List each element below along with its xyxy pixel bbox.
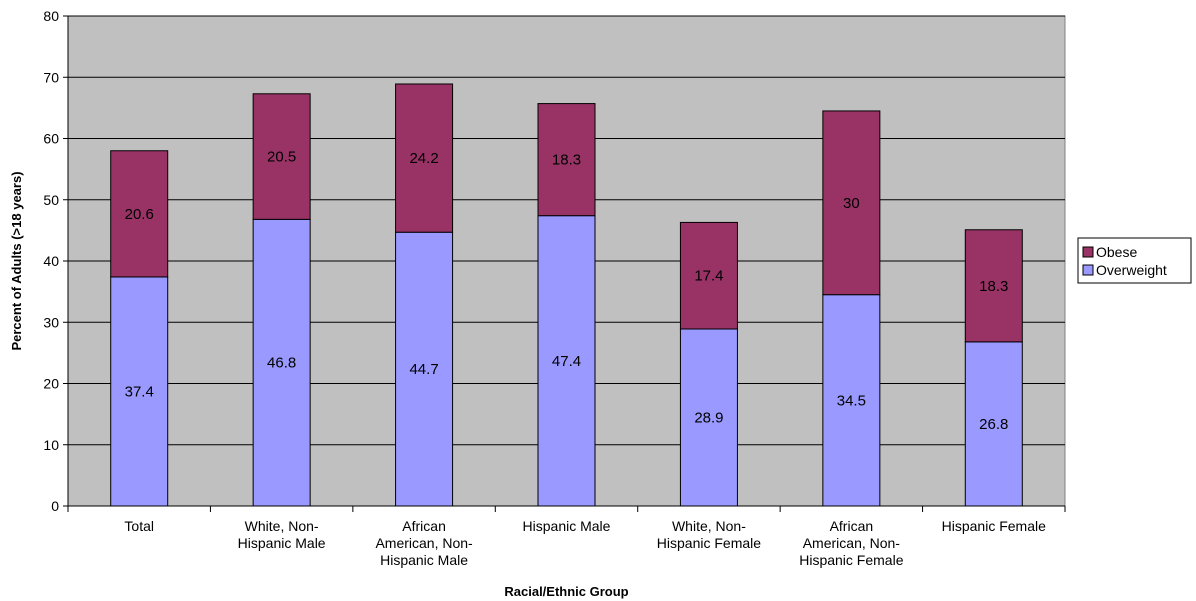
data-label: 37.4 (125, 383, 154, 400)
y-tick-label: 40 (43, 253, 59, 269)
data-label: 20.6 (125, 206, 154, 223)
bar-segment-overweight (679, 328, 738, 507)
bar-segment-overweight (822, 294, 881, 507)
legend-box (1077, 237, 1192, 284)
legend-swatch-overweight (1082, 264, 1094, 276)
y-axis-ticks: 0 10 20 30 40 50 60 70 80 (43, 8, 68, 514)
y-tick-label: 0 (51, 498, 59, 514)
y-tick-label: 60 (43, 131, 59, 147)
data-label: 47.4 (552, 353, 581, 370)
bar-segment-obese (395, 83, 454, 233)
data-label: 34.5 (837, 392, 866, 409)
y-tick-label: 10 (43, 437, 59, 453)
x-tick-label: White, Non-Hispanic Female (657, 518, 761, 551)
data-labels: 37.4 20.6 46.8 20.5 44.7 24.2 47.4 18.3 28.9 17.4… (125, 149, 1009, 433)
y-tick-label: 30 (43, 314, 59, 330)
y-axis-title: Percent of Adults (>18 years) (9, 171, 24, 350)
bar-segment-obese (679, 221, 738, 330)
legend: Obese Overweight (1077, 237, 1192, 284)
x-axis-title: Racial/Ethnic Group (504, 584, 628, 599)
bar-segment-overweight (252, 218, 311, 507)
data-label: 26.8 (979, 416, 1008, 433)
bars (110, 83, 1023, 507)
data-label: 17.4 (694, 268, 723, 285)
data-label: 20.5 (267, 149, 296, 166)
data-label: 18.3 (552, 152, 581, 169)
x-tick-label: Hispanic Male (523, 518, 611, 534)
y-tick-label: 20 (43, 376, 59, 392)
legend-swatch-obese (1082, 246, 1094, 258)
bar-segment-obese (537, 103, 596, 217)
x-axis-ticks: Total White, Non-Hispanic Male African Amer… (67, 506, 1066, 568)
bar-segment-overweight (537, 215, 596, 507)
bar-segment-obese (964, 229, 1023, 343)
y-tick-label: 70 (43, 69, 59, 85)
x-tick-label: Total (124, 518, 154, 534)
data-label: 44.7 (409, 361, 438, 378)
x-tick-label: White, Non-Hispanic Male (238, 518, 326, 551)
x-tick-label: African American, Non-Hispanic Female (799, 518, 903, 568)
data-label: 28.9 (694, 409, 723, 426)
data-label: 24.2 (409, 150, 438, 167)
x-tick-label: Hispanic Female (942, 518, 1046, 534)
bar-segment-obese (822, 110, 881, 296)
legend-label-obese: Obese (1096, 244, 1137, 260)
bar-segment-obese (110, 150, 169, 278)
x-tick-label: African American, Non-Hispanic Male (375, 518, 473, 568)
bar-segment-overweight (110, 276, 169, 507)
data-label: 18.3 (979, 278, 1008, 295)
y-tick-label: 50 (43, 192, 59, 208)
data-label: 46.8 (267, 355, 296, 372)
legend-label-overweight: Overweight (1096, 262, 1167, 278)
y-tick-label: 80 (43, 8, 59, 24)
bar-segment-obese (252, 93, 311, 220)
data-label: 30 (843, 195, 860, 212)
